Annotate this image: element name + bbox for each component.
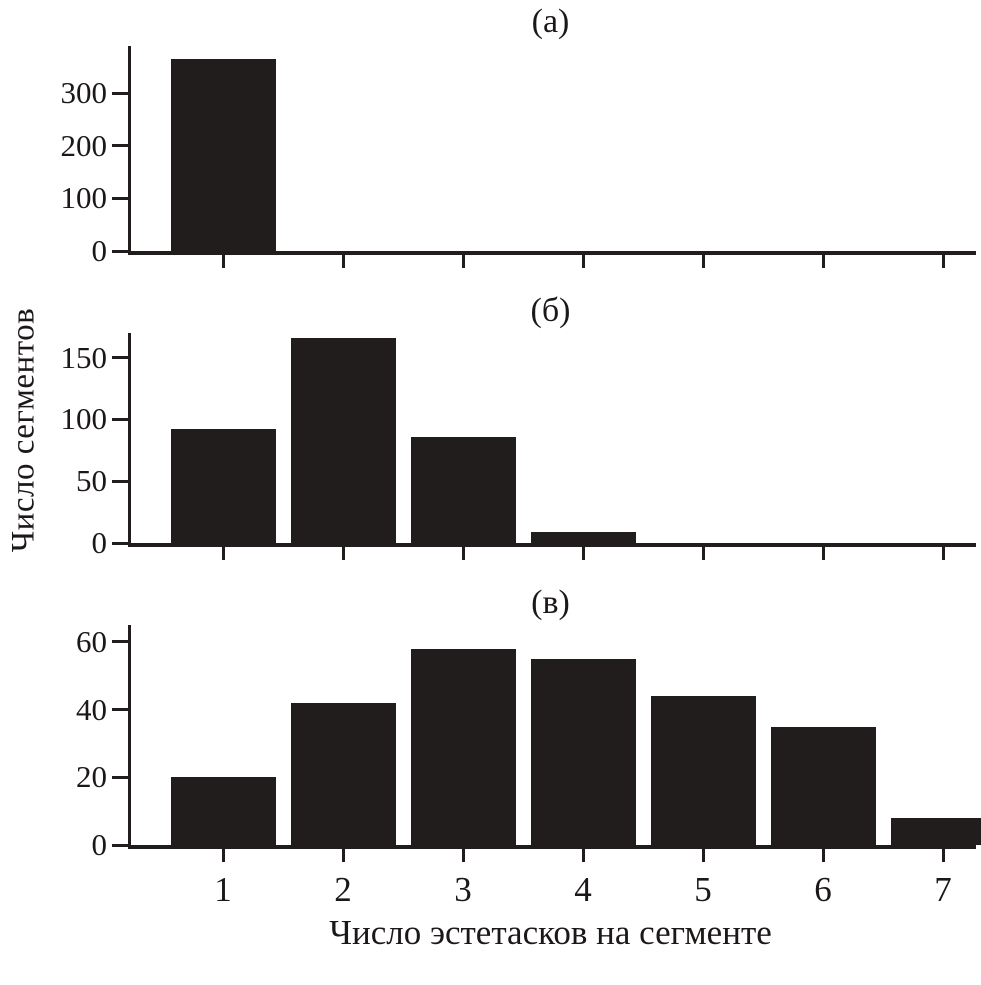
x-tick (941, 849, 945, 862)
y-tick (112, 196, 128, 200)
y-tick-label: 0 (91, 525, 108, 560)
plot-area-c: 1 2 3 4 5 6 7 0 20 40 60 (76, 624, 981, 909)
plot-area-a: 0 100 200 300 (61, 46, 976, 268)
y-tick (112, 144, 128, 148)
bar (290, 338, 396, 543)
x-tick-label: 4 (574, 870, 592, 909)
y-tick-label: 20 (76, 759, 107, 795)
x-tick (581, 849, 585, 862)
x-tick (701, 255, 705, 268)
y-tick-label: 100 (60, 401, 108, 437)
x-tick (821, 849, 825, 862)
bar (410, 437, 516, 543)
bar (290, 703, 396, 845)
chart-panel-b: (б) 0 50 100 150 (61, 289, 976, 560)
chart-panel-a: (а) 0 100 200 300 (61, 0, 976, 268)
x-tick-label: 7 (934, 870, 952, 909)
x-tick (341, 849, 345, 862)
x-tick (701, 547, 705, 560)
bar (890, 818, 981, 845)
panel-c-label: (в) (531, 584, 570, 621)
x-tick (941, 255, 945, 268)
bar (170, 429, 276, 543)
panel-a-label: (а) (531, 3, 570, 40)
x-tick (821, 255, 825, 268)
y-tick (112, 640, 128, 644)
y-tick (112, 708, 128, 712)
y-tick-label: 300 (60, 75, 108, 111)
y-tick-label: 200 (60, 127, 108, 163)
x-axis-label: Число эстетасков на сегменте (329, 913, 772, 952)
x-tick (221, 547, 225, 560)
x-tick (341, 547, 345, 560)
y-tick-label: 150 (60, 339, 108, 375)
x-tick (341, 255, 345, 268)
x-tick (941, 547, 945, 560)
y-tick (112, 249, 128, 253)
x-tick (461, 547, 465, 560)
y-tick (112, 91, 128, 95)
bar (650, 696, 756, 845)
bar (530, 659, 636, 845)
x-tick (221, 255, 225, 268)
x-tick-label: 6 (814, 870, 832, 909)
bar (410, 649, 516, 845)
x-tick (581, 255, 585, 268)
y-tick (112, 356, 128, 360)
x-tick-label: 2 (334, 870, 352, 909)
x-tick (461, 255, 465, 268)
x-tick (221, 849, 225, 862)
y-tick-label: 0 (91, 827, 108, 862)
y-tick (112, 479, 128, 483)
plot-area-b: 0 50 100 150 (61, 333, 976, 560)
chart-panel-c: (в) 1 2 3 4 5 6 7 0 20 40 60 (76, 581, 981, 909)
y-tick-label: 60 (76, 623, 107, 659)
x-tick-label: 1 (214, 870, 232, 909)
x-tick-label: 5 (694, 870, 712, 909)
x-tick (701, 849, 705, 862)
y-tick (112, 417, 128, 421)
y-tick-label: 40 (76, 691, 107, 727)
y-tick (112, 541, 128, 545)
y-tick (112, 843, 128, 847)
bar (170, 777, 276, 845)
x-tick (581, 547, 585, 560)
y-tick-label: 0 (91, 233, 108, 268)
y-tick-label: 100 (60, 180, 108, 216)
bar (170, 59, 276, 251)
x-tick (461, 849, 465, 862)
x-tick-label: 3 (454, 870, 472, 909)
bar (770, 727, 876, 845)
y-tick (112, 775, 128, 779)
panel-b-label: (б) (530, 292, 571, 329)
y-tick-label: 50 (76, 463, 107, 499)
bar (530, 532, 636, 543)
x-tick (821, 547, 825, 560)
